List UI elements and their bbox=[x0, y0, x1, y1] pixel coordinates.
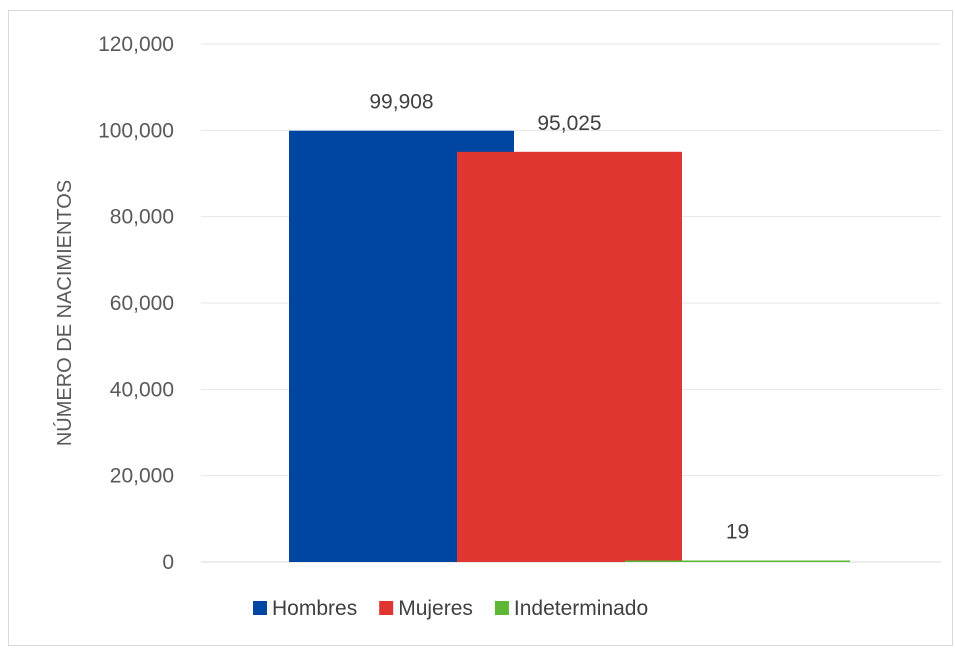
y-tick-label: 120,000 bbox=[98, 33, 174, 56]
chart-container: 0 20,000 40,000 60,000 80,000 100,000 120,000 … bbox=[8, 10, 953, 646]
legend-label: Hombres bbox=[272, 597, 357, 620]
y-tick-label: 80,000 bbox=[110, 206, 174, 229]
legend: Hombres Mujeres Indeterminado bbox=[253, 597, 648, 620]
y-tick-label: 60,000 bbox=[110, 292, 174, 315]
y-tick-label: 20,000 bbox=[110, 465, 174, 488]
y-axis-ticks: 0 20,000 40,000 60,000 80,000 100,000 120,000 bbox=[98, 33, 174, 574]
bar-chart: 020,00040,00060,00080,000100,000120,000 … bbox=[53, 33, 941, 620]
data-label-hombres: 99,908 bbox=[369, 91, 433, 114]
y-tick-label: 0 bbox=[162, 551, 174, 574]
legend-swatch bbox=[494, 601, 509, 615]
mujeres-bar bbox=[457, 151, 682, 562]
y-tick-label: 100,000 bbox=[98, 119, 174, 142]
y-tick-label: 40,000 bbox=[110, 378, 174, 401]
y-axis-title: NÚMERO DE NACIMIENTOS bbox=[53, 180, 76, 446]
legend-swatch bbox=[253, 601, 267, 615]
data-labels: 99,908 95,025 19 bbox=[369, 91, 749, 544]
legend-label: Mujeres bbox=[398, 597, 473, 620]
indeterminado-bar bbox=[625, 560, 850, 562]
data-label-indeterminado: 19 bbox=[726, 521, 749, 544]
bars bbox=[289, 130, 850, 562]
legend-swatch bbox=[379, 601, 394, 615]
legend-label: Indeterminado bbox=[514, 597, 648, 620]
data-label-mujeres: 95,025 bbox=[537, 112, 601, 135]
